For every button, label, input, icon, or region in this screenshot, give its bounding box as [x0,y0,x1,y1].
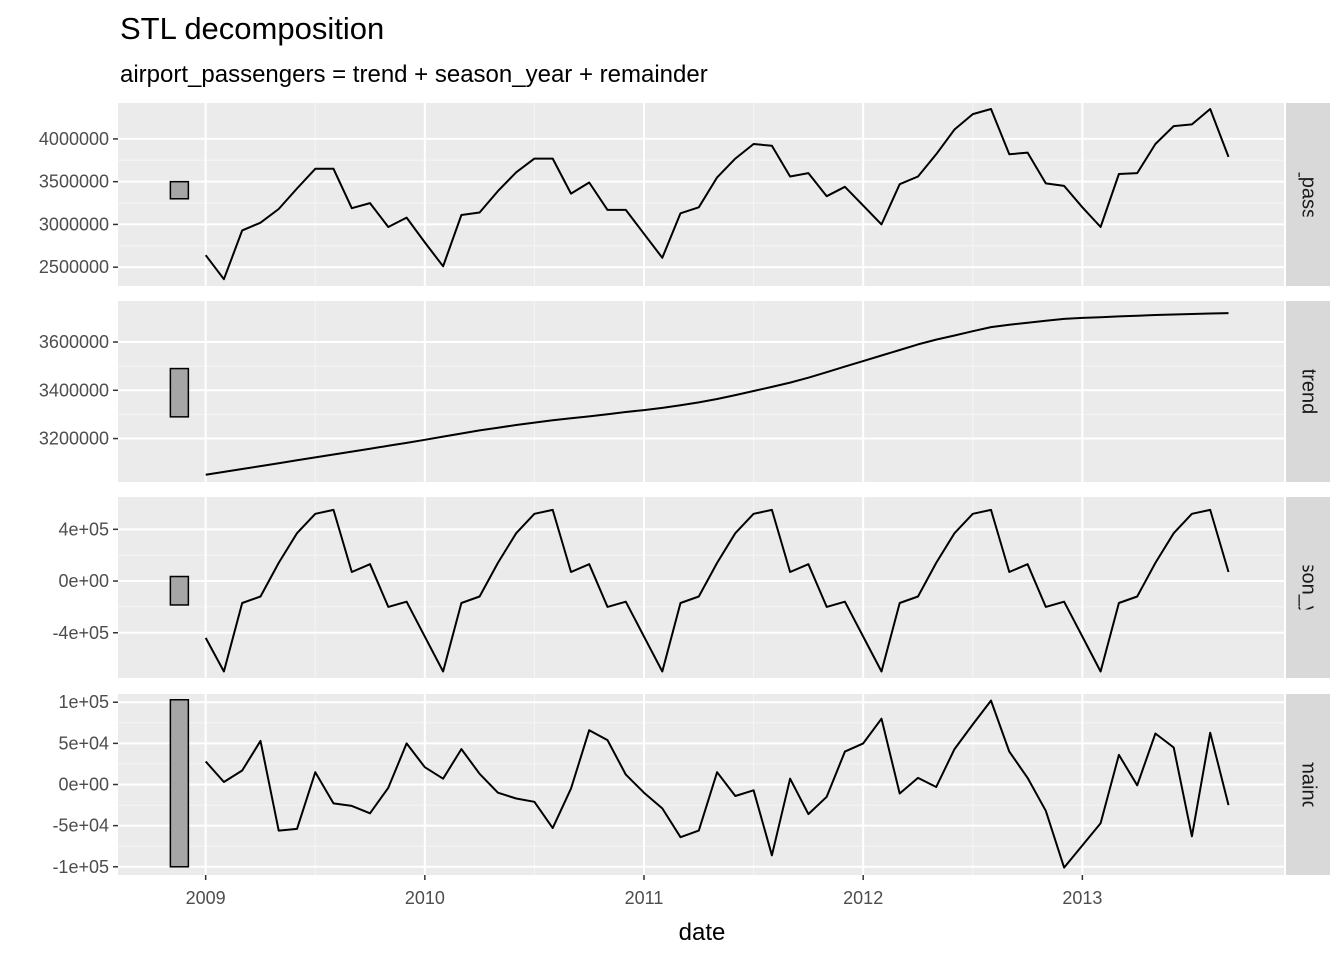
facet-strip-label: trend [1298,369,1320,415]
facet-strip [1286,497,1330,678]
scale-bar [169,575,190,606]
facet-strip-label: season_year [1298,530,1320,645]
y-tick-label: 1e+05 [58,692,109,712]
chart-subtitle: airport_passengers = trend + season_year… [120,61,708,88]
series-line-season_year [204,508,1230,673]
y-tick-label: -4e+05 [52,623,109,643]
y-tick-label: 3600000 [39,332,109,352]
y-tick-label: 4000000 [39,129,109,149]
y-tick-label: 3200000 [39,429,109,449]
chart-title: STL decomposition [120,11,384,46]
y-tick-label: -1e+05 [52,857,109,877]
y-tick-label: 0e+00 [58,775,109,795]
scale-bar [169,180,190,200]
x-tick-label: 2012 [843,888,883,908]
series-line-airport_passengers [204,108,1230,281]
scale-bar [169,699,190,868]
panel-background [118,301,1284,482]
facet-strip-label: airport_passengers [1298,109,1320,280]
scale-bar [169,367,190,418]
facet-strip [1286,694,1330,875]
x-tick-label: 2011 [625,888,664,908]
x-tick-label: 2009 [186,888,226,908]
panel-airport_passengers: 2500000 3000000 3500000 4000000 airport_pass… [39,103,1330,286]
facet-panels: 2500000 3000000 3500000 4000000 airport_pass… [39,103,1330,877]
y-tick-label: 3000000 [39,214,109,234]
y-tick-label: 3400000 [39,380,109,400]
panel-background [118,497,1284,678]
facet-strip-label: remainder [1298,739,1320,829]
facet-strip [1286,103,1330,286]
facet-strip [1286,301,1330,482]
series-line-remainder [204,699,1230,869]
panel-season_year: -4e+05 0e+00 4e+05 season_year [52,497,1330,678]
y-tick-label: 2500000 [39,257,109,277]
x-tick-label: 2013 [1062,888,1102,908]
x-axis-title: date [679,919,726,946]
y-tick-label: -5e+04 [52,816,109,836]
panel-background [118,103,1284,286]
y-tick-label: 3500000 [39,172,109,192]
y-tick-label: 5e+04 [58,733,109,753]
panel-remainder: -1e+05 -5e+04 0e+00 5e+04 1e+05 remainder [52,692,1330,877]
x-tick-label: 2010 [405,888,445,908]
series-line-trend [205,312,1229,476]
y-tick-label: 0e+00 [58,571,109,591]
y-tick-label: 4e+05 [58,519,109,539]
x-axis: 2009 2010 2011 2012 2013 [186,875,1102,908]
panel-trend: 3200000 3400000 3600000 trend [39,301,1330,482]
